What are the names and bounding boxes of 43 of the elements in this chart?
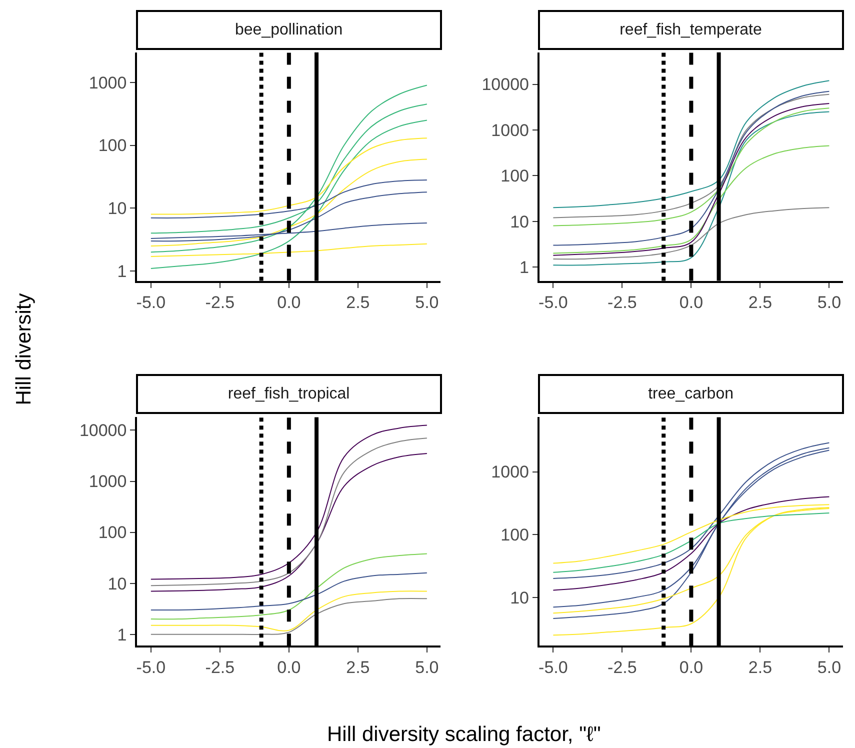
x-axis-title: Hill diversity scaling factor, "ℓ" (327, 723, 601, 746)
x-tick-label: -2.5 (608, 658, 637, 678)
y-axis-title: Hill diversity (12, 292, 36, 406)
x-tick-label: 2.5 (748, 293, 772, 312)
y-tick-label: 100 (98, 523, 127, 542)
x-tick-label: -5.0 (538, 658, 568, 678)
x-tick-label: 5.0 (415, 293, 439, 312)
x-tick-label: -5.0 (538, 293, 568, 312)
x-tick-label: 2.5 (346, 293, 370, 312)
y-tick-label: 100 (500, 526, 529, 545)
x-tick-label: 0.0 (277, 293, 301, 312)
x-tick-label: 2.5 (346, 658, 370, 678)
x-tick-label: 0.0 (679, 293, 704, 312)
y-tick-label: 1 (520, 258, 529, 277)
x-tick-label: 5.0 (817, 658, 842, 678)
x-tick-label: -2.5 (205, 658, 235, 678)
chart-title: reef_fish_tropical (228, 386, 350, 402)
y-tick-label: 1000 (88, 73, 127, 92)
y-tick-label: 100 (500, 166, 529, 186)
chart-title: reef_fish_temperate (620, 22, 762, 38)
x-tick-label: 0.0 (679, 658, 704, 678)
x-tick-label: 2.5 (748, 658, 772, 678)
y-tick-label: 10 (108, 199, 127, 218)
y-tick-label: 10 (108, 574, 127, 594)
y-tick-label: 1000 (491, 120, 529, 140)
y-tick-label: 1000 (491, 462, 529, 482)
y-tick-label: 10000 (482, 75, 529, 94)
chart-title: bee_pollination (234, 22, 343, 38)
x-tick-label: 5.0 (817, 293, 842, 312)
x-tick-label: -2.5 (205, 293, 235, 312)
y-tick-label: 10000 (79, 421, 127, 440)
y-tick-label: 1000 (88, 472, 127, 492)
x-tick-label: -5.0 (136, 658, 166, 678)
y-tick-label: 1 (117, 625, 127, 644)
x-tick-label: 5.0 (415, 658, 439, 678)
chart-title: tree_carbon (648, 386, 734, 402)
y-tick-label: 100 (98, 136, 127, 156)
y-tick-label: 1 (117, 262, 127, 282)
x-tick-label: 0.0 (277, 658, 301, 678)
y-tick-label: 10 (510, 212, 529, 232)
x-tick-label: -5.0 (136, 293, 166, 312)
y-tick-label: 10 (510, 588, 529, 608)
x-tick-label: -2.5 (608, 293, 637, 312)
